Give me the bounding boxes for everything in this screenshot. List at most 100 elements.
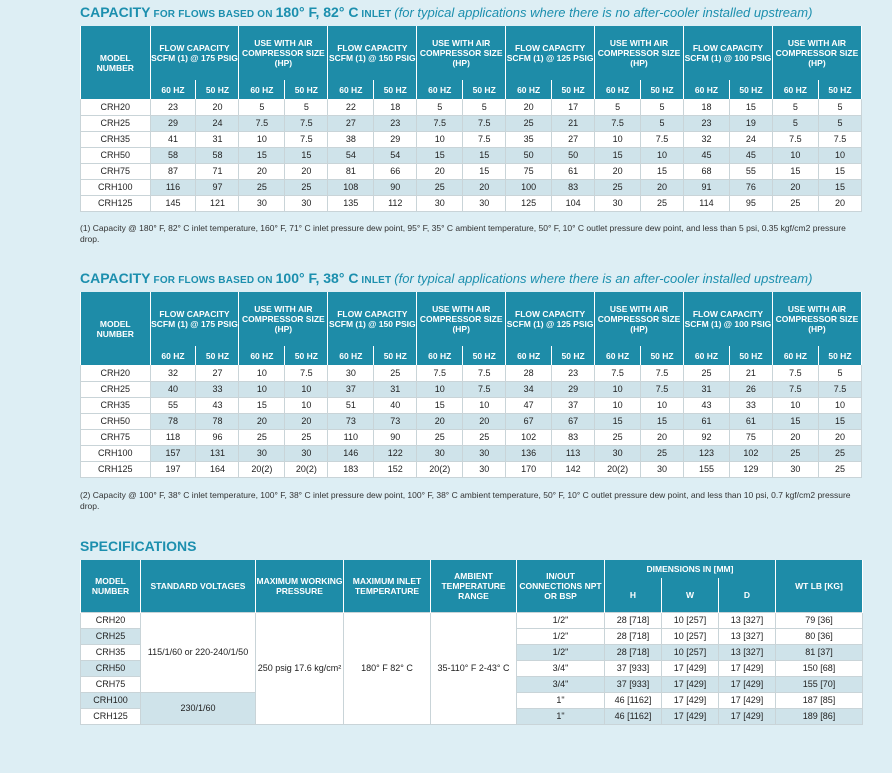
table-cell: 10	[416, 131, 464, 148]
table-row: CRH35 55 43 15 10 51 40 15 10 47 37 10 10 43 33 10 10	[80, 397, 863, 414]
table-cell: 20	[195, 99, 240, 116]
table-cell: 73	[327, 413, 375, 430]
header-frequency: 60 HZ	[238, 80, 286, 99]
header-frequency: 60 HZ	[416, 80, 464, 99]
header-group: USE WITH AIR COMPRESSOR SIZE (HP)	[771, 26, 863, 80]
table-cell: 25	[594, 429, 642, 446]
model-number: CRH100	[80, 445, 151, 462]
spec-h: 46 [1162]	[604, 707, 662, 725]
table-cell: 68	[682, 163, 730, 180]
table-cell: 142	[551, 461, 596, 478]
table-cell: 7.5	[640, 131, 684, 148]
header-frequency: 50 HZ	[640, 346, 684, 365]
table-cell: 30	[462, 461, 507, 478]
header-model-number: MODEL NUMBER	[80, 292, 151, 365]
header-frequency: 60 HZ	[238, 346, 286, 365]
spec-model: CRH20	[80, 611, 141, 629]
table-cell: 20	[416, 413, 464, 430]
header-group: USE WITH AIR COMPRESSOR SIZE (HP)	[238, 292, 329, 346]
table-cell: 21	[728, 365, 773, 382]
table-cell: 23	[149, 99, 197, 116]
table-cell: 15	[771, 163, 819, 180]
spec-h: 46 [1162]	[604, 691, 662, 709]
table-cell: 90	[373, 429, 418, 446]
table-cell: 66	[373, 163, 418, 180]
table-cell: 5	[817, 365, 863, 382]
table-cell: 54	[327, 147, 375, 164]
table-cell: 123	[682, 445, 730, 462]
table-cell: 19	[728, 115, 773, 132]
spec-header-weight: WT LB [KG]	[775, 560, 863, 612]
spec-model: CRH50	[80, 659, 141, 677]
table-cell: 25	[238, 179, 286, 196]
model-number: CRH20	[80, 99, 151, 116]
spec-wt: 189 [86]	[775, 707, 863, 725]
table-row: CRH20 23 20 5 5 22 18 5 5 20 17 5 5 18 15 5 5	[80, 99, 863, 116]
table-cell: 20(2)	[238, 461, 286, 478]
table-row: CRH35 41 31 10 7.5 38 29 10 7.5 35 27 10 7.5 32 24 7.5 7…	[80, 131, 863, 148]
table-cell: 10	[594, 131, 642, 148]
table-cell: 30	[416, 445, 464, 462]
table-cell: 7.5	[817, 381, 863, 398]
table-cell: 113	[551, 445, 596, 462]
table-cell: 121	[195, 195, 240, 212]
table-cell: 22	[327, 99, 375, 116]
header-frequency: 50 HZ	[728, 346, 773, 365]
table-cell: 81	[327, 163, 375, 180]
table-cell: 20	[238, 163, 286, 180]
table-cell: 78	[149, 413, 197, 430]
spec-wt: 79 [36]	[775, 611, 863, 629]
table-cell: 102	[505, 429, 553, 446]
table-cell: 116	[149, 179, 197, 196]
table-cell: 20(2)	[284, 461, 329, 478]
capacity-table-180: MODEL NUMBER FLOW CAPACITY SCFM (1) @ 175…	[80, 26, 863, 212]
spec-wt: 80 [36]	[775, 627, 863, 645]
spec-w: 17 [429]	[661, 659, 719, 677]
table-cell: 7.5	[771, 131, 819, 148]
table-cell: 83	[551, 179, 596, 196]
header-frequency: 50 HZ	[551, 80, 596, 99]
table-cell: 20	[462, 413, 507, 430]
table-cell: 5	[238, 99, 286, 116]
table-cell: 10	[284, 397, 329, 414]
spec-d: 13 [327]	[718, 643, 776, 661]
table-cell: 5	[640, 115, 684, 132]
spec-w: 10 [257]	[661, 627, 719, 645]
table-cell: 10	[238, 365, 286, 382]
spec-conn: 3/4"	[516, 659, 605, 677]
table-row: CRH125 197 164 20(2) 20(2) 183 152 20(2) 30 170 14…	[80, 461, 863, 478]
table-cell: 41	[149, 131, 197, 148]
table-row: CRH125 145 121 30 30 135 112 30 30 125 104 30 25 114 9…	[80, 195, 863, 212]
table-row: CRH25 29 24 7.5 7.5 27 23 7.5 7.5 25 21 7.5 5 23 19 5 5	[80, 115, 863, 132]
table-cell: 15	[416, 397, 464, 414]
table-cell: 23	[373, 115, 418, 132]
table-cell: 5	[284, 99, 329, 116]
table-cell: 15	[462, 147, 507, 164]
table-cell: 30	[284, 195, 329, 212]
model-number: CRH100	[80, 179, 151, 196]
table-cell: 7.5	[771, 365, 819, 382]
table-cell: 20	[505, 99, 553, 116]
spec-d: 17 [429]	[718, 691, 776, 709]
table-cell: 24	[728, 131, 773, 148]
header-frequency: 50 HZ	[373, 346, 418, 365]
spec-h: 28 [718]	[604, 643, 662, 661]
table-cell: 75	[505, 163, 553, 180]
model-number: CRH75	[80, 429, 151, 446]
spec-h: 28 [718]	[604, 611, 662, 629]
table-cell: 35	[505, 131, 553, 148]
table-cell: 71	[195, 163, 240, 180]
table-cell: 20	[640, 179, 684, 196]
table-cell: 30	[462, 195, 507, 212]
table-cell: 32	[682, 131, 730, 148]
table-cell: 7.5	[640, 381, 684, 398]
table-cell: 91	[682, 179, 730, 196]
header-group: FLOW CAPACITY SCFM (1) @ 175 PSIG	[149, 292, 240, 346]
table-cell: 20	[238, 413, 286, 430]
table-cell: 25	[817, 461, 863, 478]
table-cell: 15	[462, 163, 507, 180]
header-frequency: 60 HZ	[682, 346, 730, 365]
table-cell: 197	[149, 461, 197, 478]
table-row: CRH100 116 97 25 25 108 90 25 20 100 83 25 20 91 76 20 1…	[80, 179, 863, 196]
header-frequency: 60 HZ	[416, 346, 464, 365]
